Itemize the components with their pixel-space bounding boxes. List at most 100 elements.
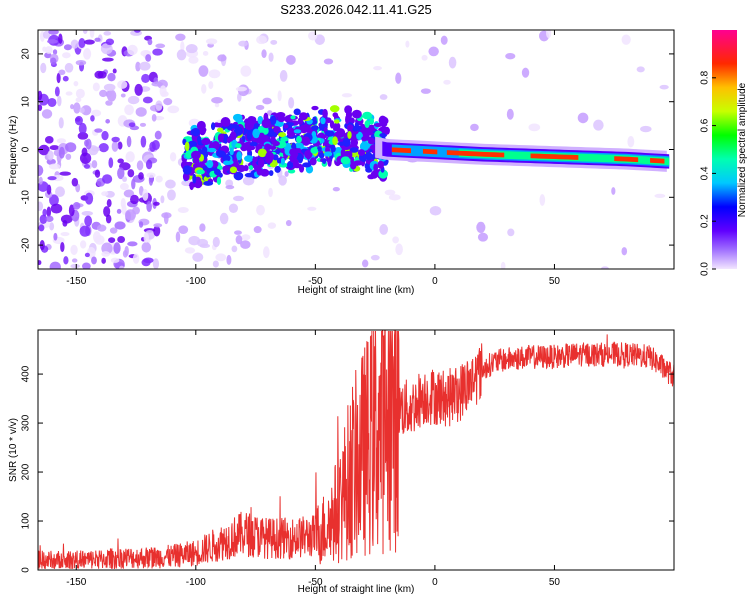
spectrogram-noise-cell	[91, 146, 100, 152]
colorbar-tick-label: 0.2	[700, 214, 711, 228]
spectrogram-signal-cell	[256, 167, 263, 176]
spectrogram-noise-cell	[94, 169, 101, 178]
snr-x-tick-label: 0	[432, 577, 438, 588]
spectrogram-signal-cell	[359, 141, 370, 151]
spectrogram-signal-cell	[334, 146, 343, 154]
spectrogram-noise-cell	[361, 259, 369, 268]
spectrogram-noise-cell	[107, 72, 116, 82]
spectrogram-x-tick-label: -150	[66, 276, 86, 287]
spectrogram-signal-cell	[378, 169, 389, 179]
spectrogram-noise-cell	[63, 256, 69, 265]
tone-peak-band	[446, 150, 505, 158]
spectrogram-signal-cell	[203, 180, 214, 186]
spectrogram-noise-cell	[58, 146, 65, 159]
spectrogram-noise-cell	[90, 115, 95, 122]
spectrogram-noise-cell	[119, 183, 129, 191]
spectrogram-x-tick-label: -100	[186, 276, 206, 287]
spectrogram-noise-cell	[659, 84, 669, 90]
spectrogram-signal-cell	[213, 168, 221, 176]
spectrogram-noise-cell	[84, 192, 94, 205]
spectrogram-noise-cell	[45, 46, 53, 54]
spectrogram-noise-cell	[134, 83, 143, 96]
spectrogram-noise-cell	[120, 93, 126, 98]
spectrogram-signal-cell	[182, 165, 192, 175]
spectrogram-noise-cell	[38, 224, 45, 232]
spectrogram-noise-cell	[92, 82, 100, 92]
spectrogram-signal-cell	[217, 133, 224, 142]
spectrogram-noise-cell	[101, 130, 109, 141]
spectrogram-noise-cell	[48, 30, 59, 35]
spectrogram-noise-cell	[139, 122, 147, 127]
spectrogram-signal-cell	[298, 112, 309, 121]
spectrogram-noise-cell	[507, 228, 515, 237]
spectrogram-noise-cell	[119, 265, 125, 269]
spectrogram-signal-cell	[324, 130, 335, 137]
spectrogram-y-tick-label: 10	[21, 96, 32, 108]
spectrogram-noise-cell	[71, 258, 78, 263]
spectrogram-signal-cell	[187, 140, 197, 148]
spectrogram-noise-cell	[75, 97, 82, 103]
spectrogram-noise-cell	[577, 112, 589, 124]
colorbar-label: Normalized spectral amplitude	[737, 82, 748, 217]
snr-y-tick-label: 0	[21, 567, 32, 573]
spectrogram-signal-cell	[216, 127, 224, 133]
spectrogram-noise-cell	[143, 232, 149, 243]
spectrogram-noise-cell	[241, 234, 251, 241]
spectrogram-noise-cell	[111, 136, 120, 143]
spectrogram-noise-cell	[117, 141, 123, 150]
spectrogram-signal-cell	[340, 156, 351, 165]
spectrogram-signal-cell	[302, 162, 312, 168]
spectrogram-noise-cell	[47, 39, 58, 44]
spectrogram-noise-cell	[285, 219, 292, 227]
spectrogram-noise-cell	[44, 52, 52, 59]
spectrogram-noise-cell	[521, 67, 530, 78]
spectrogram-signal-cell	[294, 142, 305, 149]
spectrogram-noise-cell	[593, 119, 604, 131]
spectrogram-noise-cell	[101, 191, 109, 197]
spectrogram-signal-cell	[322, 158, 327, 164]
spectrogram-noise-cell	[42, 46, 47, 52]
spectrogram-noise-cell	[71, 177, 79, 187]
spectrogram-signal-cell	[236, 151, 242, 161]
spectrogram-noise-cell	[373, 66, 382, 71]
spectrogram-noise-cell	[81, 105, 92, 116]
spectrogram-noise-cell	[46, 206, 52, 218]
spectrogram-noise-cell	[140, 135, 147, 148]
spectrogram-signal-cell	[240, 142, 248, 152]
spectrogram-noise-cell	[262, 97, 272, 105]
spectrogram-noise-cell	[101, 257, 106, 264]
spectrogram-noise-cell	[546, 30, 552, 39]
spectrogram-noise-cell	[98, 142, 109, 153]
spectrogram-noise-cell	[165, 179, 176, 189]
spectrogram-noise-cell	[127, 95, 140, 105]
spectrogram-noise-cell	[59, 171, 72, 176]
spectrogram-signal-cell	[202, 146, 208, 154]
spectrogram-noise-cell	[640, 125, 652, 133]
spectrogram-noise-cell	[73, 102, 81, 114]
spectrogram-signal-cell	[269, 145, 277, 150]
spectrogram-noise-cell	[147, 38, 153, 46]
spectrogram-noise-cell	[388, 194, 401, 201]
spectrogram-noise-cell	[307, 206, 317, 211]
spectrogram-noise-cell	[392, 236, 399, 244]
spectrogram-noise-cell	[78, 122, 87, 135]
spectrogram-signal-cell	[268, 170, 274, 176]
spectrogram-noise-cell	[109, 227, 118, 234]
spectrogram-signal-cell	[236, 164, 246, 173]
spectrogram-signal-cell	[351, 109, 362, 119]
spectrogram-signal-cell	[244, 155, 254, 162]
spectrogram-noise-cell	[121, 204, 127, 215]
spectrogram-noise-cell	[136, 160, 144, 171]
spectrogram-signal-cell	[310, 147, 318, 154]
spectrogram-noise-cell	[105, 38, 115, 46]
spectrogram-noise-cell	[130, 194, 139, 205]
spectrogram-noise-cell	[75, 60, 87, 66]
spectrogram-noise-cell	[41, 109, 53, 119]
spectrogram-noise-cell	[142, 188, 149, 201]
spectrogram-noise-cell	[226, 254, 232, 265]
tone-peak-band	[650, 157, 665, 164]
spectrogram-y-tick-label: -10	[21, 190, 32, 205]
spectrogram-signal-cell	[350, 137, 359, 147]
spectrogram-noise-cell	[268, 52, 274, 62]
spectrogram-noise-cell	[153, 225, 161, 237]
